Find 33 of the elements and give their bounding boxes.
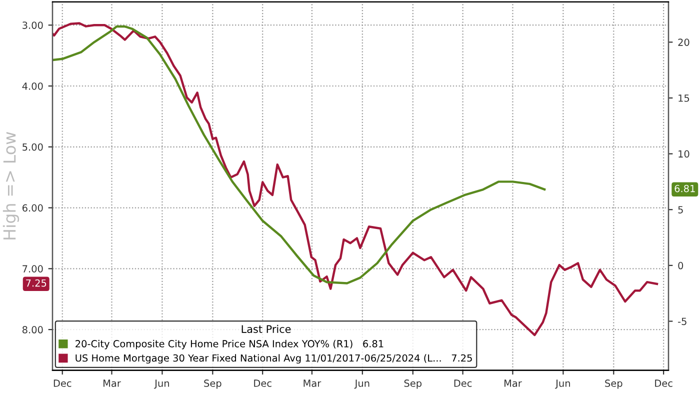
x-tick-label: Dec (655, 380, 672, 387)
x-tick-label: Dec (54, 380, 72, 387)
x-tick-label: Dec (254, 380, 272, 387)
y-axis-title: High => Low (2, 132, 20, 240)
x-tick-label: Jun (154, 380, 169, 389)
y2-tick-label: 15 (678, 94, 690, 102)
text: 7.25 (26, 279, 46, 287)
x-tick-label: Mar (104, 380, 121, 387)
x-tick-label: Sep (204, 380, 222, 389)
x-tick-label: Mar (504, 380, 522, 387)
y-tick-label: 5.00 (22, 143, 43, 151)
x-tick-label: Sep (605, 380, 622, 389)
x-tick-label: Jun (555, 380, 570, 389)
y2-tick-label: 0 (678, 262, 684, 270)
x-tick-label: Mar (304, 380, 322, 387)
y2-tick-label: 20 (678, 38, 690, 46)
y-tick-label: 7.00 (22, 265, 43, 273)
y-tick-label: 3.00 (22, 22, 43, 29)
legend-label: 20-City Composite City Home Price NSA Index YOY% (R1) 6.81 (76, 340, 384, 350)
y2-tick-label: 5 (678, 206, 683, 214)
line-series (52, 25, 546, 284)
x-tick-label: Jun (354, 380, 370, 389)
line-series (52, 22, 658, 336)
x-tick-label: Sep (404, 380, 422, 389)
y2-tick-label: -5 (678, 318, 686, 326)
y-tick-label: 8.00 (22, 326, 43, 334)
x-tick-label: Dec (454, 380, 472, 387)
legend-title: Last Price (242, 324, 291, 333)
y2-tick-label: 10 (678, 150, 690, 158)
text: 6.81 (674, 184, 695, 192)
y-tick-label: 4.00 (22, 82, 43, 90)
legend-label: US Home Mortgage 30 Year Fixed National Avg 11/01/2017-06/25/2024 (L... 7.25 (76, 354, 472, 364)
y-tick-label: 6.00 (22, 204, 43, 212)
